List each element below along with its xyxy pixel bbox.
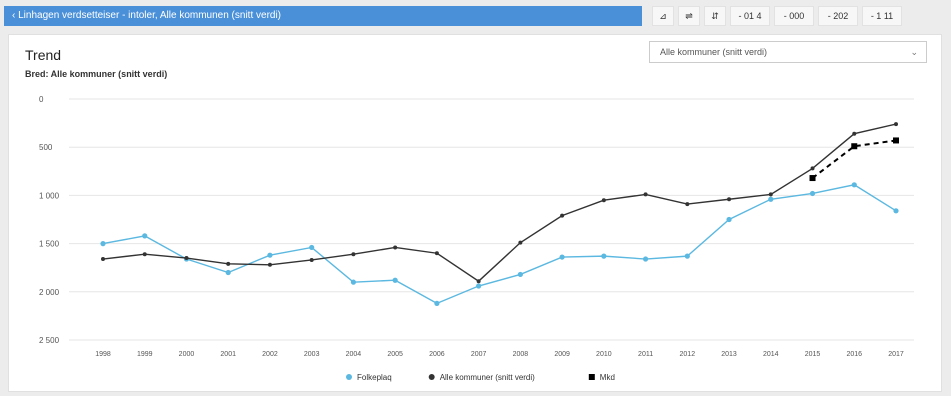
- chevron-down-icon: ⌄: [910, 47, 918, 57]
- series-point-1: [851, 182, 857, 188]
- chart-view-button[interactable]: ⊿: [652, 6, 674, 26]
- y-tick-label: 500: [39, 143, 53, 152]
- series-point-3: [893, 137, 899, 144]
- series-point-1: [768, 196, 774, 202]
- series-point-1: [809, 190, 816, 197]
- series-point-1: [225, 269, 231, 276]
- x-tick-label: 2001: [220, 351, 236, 358]
- series-point-2: [393, 245, 398, 250]
- x-tick-label: 2013: [721, 351, 737, 358]
- view-title-bar[interactable]: ‹ Linhagen verdsetteiser - intoler, Alle…: [4, 6, 642, 26]
- series-point-2: [560, 213, 565, 218]
- y-tick-label: 2 500: [39, 336, 60, 345]
- series-point-2: [518, 240, 523, 245]
- series-point-2: [434, 251, 439, 256]
- x-tick-label: 2003: [304, 351, 320, 358]
- series-point-2: [142, 252, 147, 257]
- series-point-1: [559, 254, 565, 260]
- chart-subtitle: Bred: Alle kommuner (snitt verdi): [25, 69, 168, 79]
- x-tick-label: 2010: [596, 351, 612, 358]
- toolbar-value-3[interactable]: - 202: [818, 6, 858, 26]
- series-point-2: [768, 192, 773, 197]
- x-tick-label: 2016: [846, 351, 862, 358]
- series-point-1: [476, 283, 482, 289]
- series-point-2: [226, 261, 231, 266]
- series-point-2: [894, 122, 898, 127]
- x-tick-label: 2012: [680, 351, 696, 358]
- series-point-1: [517, 271, 523, 278]
- x-tick-label: 2011: [638, 351, 653, 358]
- series-point-2: [643, 192, 648, 197]
- x-tick-label: 2008: [513, 351, 529, 358]
- sort-button[interactable]: ⇵: [704, 6, 726, 26]
- series-point-2: [476, 279, 481, 284]
- region-select-value: Alle kommuner (snitt verdi): [660, 47, 768, 57]
- series-point-2: [727, 197, 732, 202]
- x-tick-label: 2009: [554, 351, 570, 358]
- legend-marker: [346, 374, 352, 380]
- series-point-2: [309, 257, 314, 262]
- top-bar: ‹ Linhagen verdsetteiser - intoler, Alle…: [0, 0, 951, 30]
- x-tick-label: 2005: [387, 351, 403, 358]
- series-point-1: [392, 277, 398, 283]
- y-tick-label: 2 000: [39, 288, 60, 297]
- x-tick-label: 2015: [805, 351, 821, 358]
- toolbar: ⊿ ⇌ ⇵ - 01 4 - 000 - 202 - 1 11: [652, 6, 902, 26]
- trend-chart: 0 500 1 000 1 500 2 000 2 500 1998 1999 2000 2001…: [39, 95, 914, 382]
- series-point-1: [309, 244, 315, 251]
- swap-button[interactable]: ⇌: [678, 6, 700, 26]
- legend-label: Alle kommuner (snitt verdi): [440, 373, 535, 382]
- series-point-1: [726, 216, 732, 223]
- series-line-2: [102, 123, 897, 283]
- x-tick-label: 2014: [763, 351, 779, 358]
- x-tick-label: 2004: [346, 351, 362, 358]
- series-point-1: [601, 253, 607, 259]
- series-point-2: [601, 198, 606, 203]
- series-point-1: [350, 279, 357, 285]
- series-point-2: [267, 262, 272, 267]
- y-tick-label: 0: [39, 95, 44, 104]
- x-tick-label: 2006: [429, 351, 445, 358]
- x-tick-label: 1998: [95, 351, 111, 358]
- series-point-2: [685, 202, 690, 207]
- toolbar-value-4[interactable]: - 1 11: [862, 6, 902, 26]
- legend-label: Folkeplaq: [357, 373, 392, 382]
- series-point-3: [851, 143, 858, 150]
- series-point-2: [184, 256, 189, 261]
- series-point-3: [809, 175, 816, 182]
- x-tick-label: 1999: [137, 351, 153, 358]
- chart-panel: Trend Bred: Alle kommuner (snitt verdi) …: [8, 34, 942, 392]
- series-point-1: [142, 233, 148, 239]
- legend-marker: [428, 374, 435, 380]
- series-point-1: [893, 208, 899, 214]
- series-point-2: [351, 252, 356, 257]
- series-point-1: [434, 300, 440, 306]
- x-tick-label: 2000: [179, 351, 195, 358]
- toolbar-value-1[interactable]: - 01 4: [730, 6, 770, 26]
- series-point-2: [852, 131, 857, 136]
- chart-title: Trend: [25, 47, 62, 63]
- x-tick-label: 2002: [262, 351, 278, 358]
- x-tick-label: 2017: [888, 351, 904, 358]
- toolbar-value-2[interactable]: - 000: [774, 6, 814, 26]
- legend-label: Mkd: [600, 373, 615, 382]
- series-point-1: [100, 241, 106, 247]
- region-select[interactable]: Alle kommuner (snitt verdi) ⌄: [649, 41, 927, 63]
- x-tick-label: 2007: [471, 351, 487, 358]
- series-line-1: [102, 184, 897, 305]
- legend-marker: [588, 374, 595, 380]
- series-point-1: [684, 253, 690, 259]
- series-point-1: [642, 256, 649, 262]
- y-tick-label: 1 500: [39, 240, 60, 249]
- series-point-2: [810, 166, 815, 171]
- y-tick-label: 1 000: [39, 191, 60, 200]
- series-point-1: [267, 252, 273, 258]
- series-point-2: [101, 257, 105, 262]
